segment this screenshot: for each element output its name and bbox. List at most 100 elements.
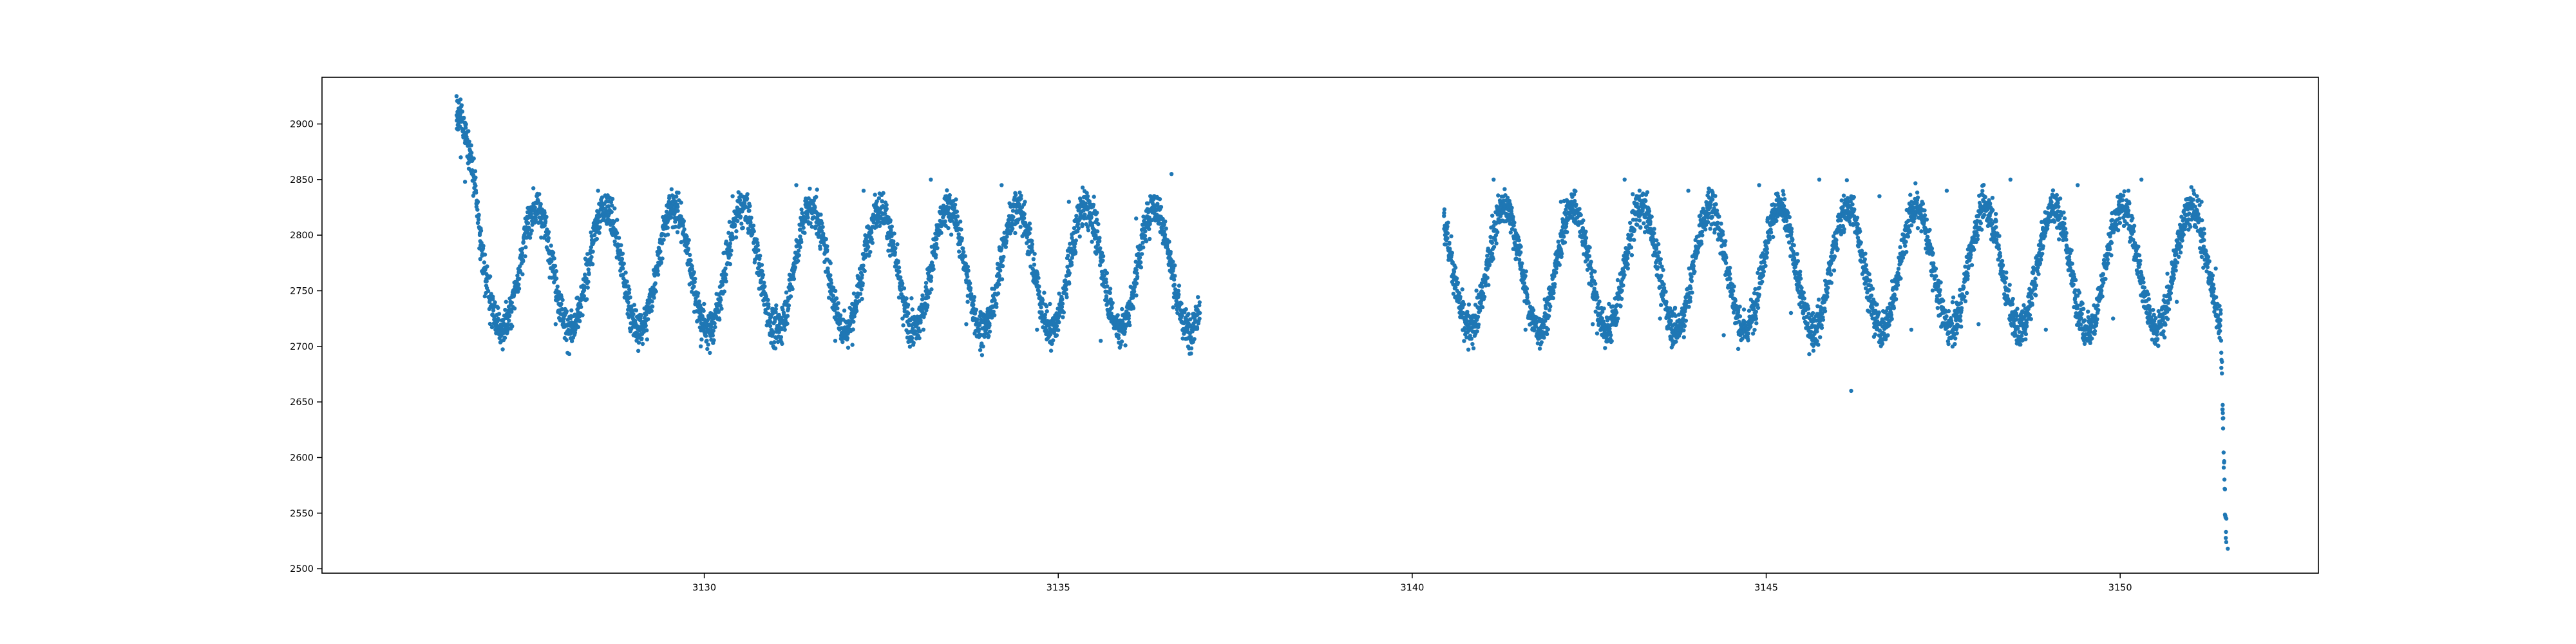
data-point [1458, 294, 1463, 299]
data-point [1738, 314, 1743, 319]
data-point [1756, 270, 1760, 275]
data-point [1189, 351, 1193, 355]
data-point [647, 301, 651, 305]
data-point [1171, 260, 1175, 264]
data-point [539, 221, 544, 225]
data-point [488, 321, 493, 327]
data-point [1110, 301, 1115, 305]
data-point [1454, 276, 1459, 281]
data-point [1014, 193, 1018, 197]
data-point [1487, 262, 1492, 267]
data-point [466, 129, 471, 133]
data-point [1595, 295, 1600, 299]
data-point [681, 219, 687, 223]
data-point [1609, 339, 1614, 343]
data-point [1723, 261, 1728, 265]
data-point [1141, 245, 1146, 250]
data-point [1010, 226, 1015, 231]
data-point [838, 313, 843, 317]
data-point [1066, 253, 1070, 258]
data-point [860, 272, 864, 278]
data-point [876, 196, 882, 200]
data-point [1159, 205, 1164, 209]
data-point [1060, 301, 1065, 306]
data-point [692, 279, 697, 284]
data-point [489, 325, 495, 330]
data-point [1525, 292, 1530, 297]
data-point [1622, 272, 1627, 278]
data-point [1186, 312, 1191, 316]
data-point [706, 342, 710, 347]
data-point [748, 204, 752, 208]
data-point [473, 184, 478, 188]
data-point [851, 291, 857, 296]
data-point [1455, 280, 1461, 285]
data-point [1733, 298, 1738, 303]
data-point [1510, 205, 1514, 210]
data-point [729, 248, 734, 253]
data-point [650, 299, 654, 304]
data-point [775, 339, 781, 345]
data-point [1163, 219, 1168, 224]
data-point [560, 298, 565, 302]
data-point [1177, 283, 1182, 288]
data-point [781, 307, 785, 312]
data-point [1544, 306, 1548, 310]
data-point [1496, 193, 1501, 198]
data-point [1462, 339, 1466, 343]
data-point [477, 213, 481, 217]
data-point [1167, 240, 1171, 244]
data-point [1754, 309, 1758, 314]
data-point [716, 309, 721, 314]
data-point [1674, 339, 1678, 344]
data-point [619, 243, 623, 247]
data-point [939, 231, 943, 235]
data-point [840, 339, 845, 345]
data-point [676, 209, 680, 213]
data-point [1713, 194, 1718, 198]
data-point [712, 321, 717, 326]
data-point [669, 187, 674, 192]
data-point [1757, 292, 1761, 297]
data-point [625, 279, 629, 284]
data-point [954, 209, 960, 214]
data-point [1104, 294, 1109, 299]
data-point [1157, 197, 1162, 202]
data-point [1035, 272, 1040, 277]
data-point [727, 244, 732, 249]
data-point [1548, 304, 1553, 308]
data-point [609, 209, 614, 214]
data-point [1732, 284, 1736, 289]
data-point [1593, 281, 1598, 286]
data-point [756, 248, 761, 252]
data-point [1524, 287, 1530, 291]
data-point [1449, 234, 1454, 239]
data-point [719, 298, 723, 302]
data-point [1197, 300, 1202, 305]
data-point [726, 256, 731, 260]
data-point [1519, 265, 1524, 269]
data-point [1620, 289, 1624, 293]
data-point [497, 312, 502, 316]
data-point [808, 186, 812, 191]
data-point [1164, 226, 1168, 231]
data-point [584, 276, 589, 281]
data-point [1652, 231, 1656, 236]
data-point [582, 284, 587, 289]
data-point [521, 259, 526, 263]
data-point [1074, 213, 1079, 218]
data-point [527, 225, 531, 230]
data-point [797, 253, 801, 258]
data-point [1036, 276, 1041, 280]
data-point [650, 304, 655, 309]
data-point [867, 253, 871, 258]
data-point [1690, 290, 1694, 295]
data-point [931, 267, 936, 272]
data-point [888, 218, 893, 223]
data-point [1634, 218, 1638, 222]
data-point [828, 261, 833, 265]
data-point [546, 230, 551, 234]
data-point [1717, 214, 1721, 219]
data-point [708, 325, 714, 329]
data-point [620, 251, 625, 256]
